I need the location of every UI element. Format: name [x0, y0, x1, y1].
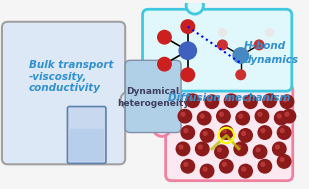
Circle shape: [258, 160, 272, 173]
Circle shape: [181, 20, 195, 33]
Circle shape: [277, 114, 281, 118]
Circle shape: [184, 129, 188, 132]
Circle shape: [222, 129, 226, 132]
Circle shape: [158, 30, 171, 44]
Circle shape: [247, 98, 250, 102]
Circle shape: [227, 97, 231, 101]
Circle shape: [266, 97, 270, 101]
Circle shape: [121, 91, 138, 109]
Circle shape: [254, 40, 264, 50]
Circle shape: [237, 145, 241, 149]
Circle shape: [266, 29, 273, 36]
Circle shape: [179, 145, 183, 149]
Circle shape: [217, 109, 230, 123]
Circle shape: [258, 112, 262, 116]
Circle shape: [200, 164, 214, 178]
Text: dynamics: dynamics: [244, 55, 299, 65]
Circle shape: [236, 111, 249, 125]
Circle shape: [218, 148, 222, 152]
Circle shape: [234, 142, 248, 156]
Circle shape: [222, 162, 226, 166]
Circle shape: [196, 142, 209, 156]
Text: Dynamical: Dynamical: [127, 87, 180, 96]
FancyBboxPatch shape: [2, 22, 125, 164]
FancyBboxPatch shape: [142, 9, 292, 91]
Circle shape: [255, 109, 269, 123]
Circle shape: [186, 94, 199, 108]
Circle shape: [280, 158, 284, 161]
Circle shape: [224, 94, 238, 108]
Circle shape: [280, 95, 294, 108]
Circle shape: [236, 70, 246, 80]
Circle shape: [198, 145, 202, 149]
Circle shape: [280, 129, 284, 132]
Circle shape: [200, 129, 214, 142]
Circle shape: [158, 57, 171, 71]
Circle shape: [261, 162, 265, 166]
Circle shape: [176, 142, 190, 156]
Circle shape: [186, 0, 203, 14]
Circle shape: [244, 95, 257, 108]
Circle shape: [220, 112, 223, 116]
Circle shape: [283, 98, 287, 102]
Circle shape: [239, 164, 252, 178]
Circle shape: [179, 42, 197, 59]
Circle shape: [218, 40, 227, 50]
Circle shape: [256, 148, 260, 152]
Circle shape: [220, 160, 233, 173]
Text: conductivity: conductivity: [29, 83, 101, 93]
Circle shape: [208, 98, 212, 102]
FancyBboxPatch shape: [166, 84, 293, 181]
Circle shape: [274, 111, 288, 125]
Circle shape: [233, 48, 248, 63]
Circle shape: [205, 95, 218, 108]
Text: heterogeneity: heterogeneity: [117, 99, 189, 108]
Circle shape: [197, 111, 211, 125]
Circle shape: [277, 155, 291, 168]
Text: -viscosity,: -viscosity,: [29, 72, 87, 82]
Text: Bulk transport: Bulk transport: [29, 60, 113, 70]
Circle shape: [200, 114, 204, 118]
Circle shape: [282, 109, 296, 123]
Circle shape: [242, 167, 246, 171]
Circle shape: [253, 145, 267, 159]
Circle shape: [239, 129, 252, 142]
Circle shape: [215, 145, 228, 159]
Circle shape: [178, 109, 192, 123]
Circle shape: [277, 126, 291, 139]
Circle shape: [263, 94, 276, 108]
Circle shape: [258, 126, 272, 139]
Circle shape: [273, 142, 286, 156]
Circle shape: [181, 68, 195, 81]
FancyBboxPatch shape: [69, 129, 104, 161]
Text: H-bond: H-bond: [244, 41, 286, 51]
Circle shape: [181, 112, 185, 116]
Circle shape: [203, 167, 207, 171]
Text: Diffusion mechanism: Diffusion mechanism: [168, 93, 290, 103]
Circle shape: [181, 160, 195, 173]
Circle shape: [153, 119, 171, 136]
Circle shape: [181, 126, 195, 139]
Circle shape: [242, 132, 246, 136]
Circle shape: [218, 29, 226, 36]
FancyBboxPatch shape: [67, 107, 106, 163]
Circle shape: [184, 162, 188, 166]
Circle shape: [189, 97, 193, 101]
Circle shape: [203, 132, 207, 136]
Circle shape: [220, 126, 233, 139]
Circle shape: [239, 114, 243, 118]
Circle shape: [285, 112, 289, 116]
FancyBboxPatch shape: [125, 60, 181, 132]
Circle shape: [261, 129, 265, 132]
Circle shape: [275, 145, 279, 149]
